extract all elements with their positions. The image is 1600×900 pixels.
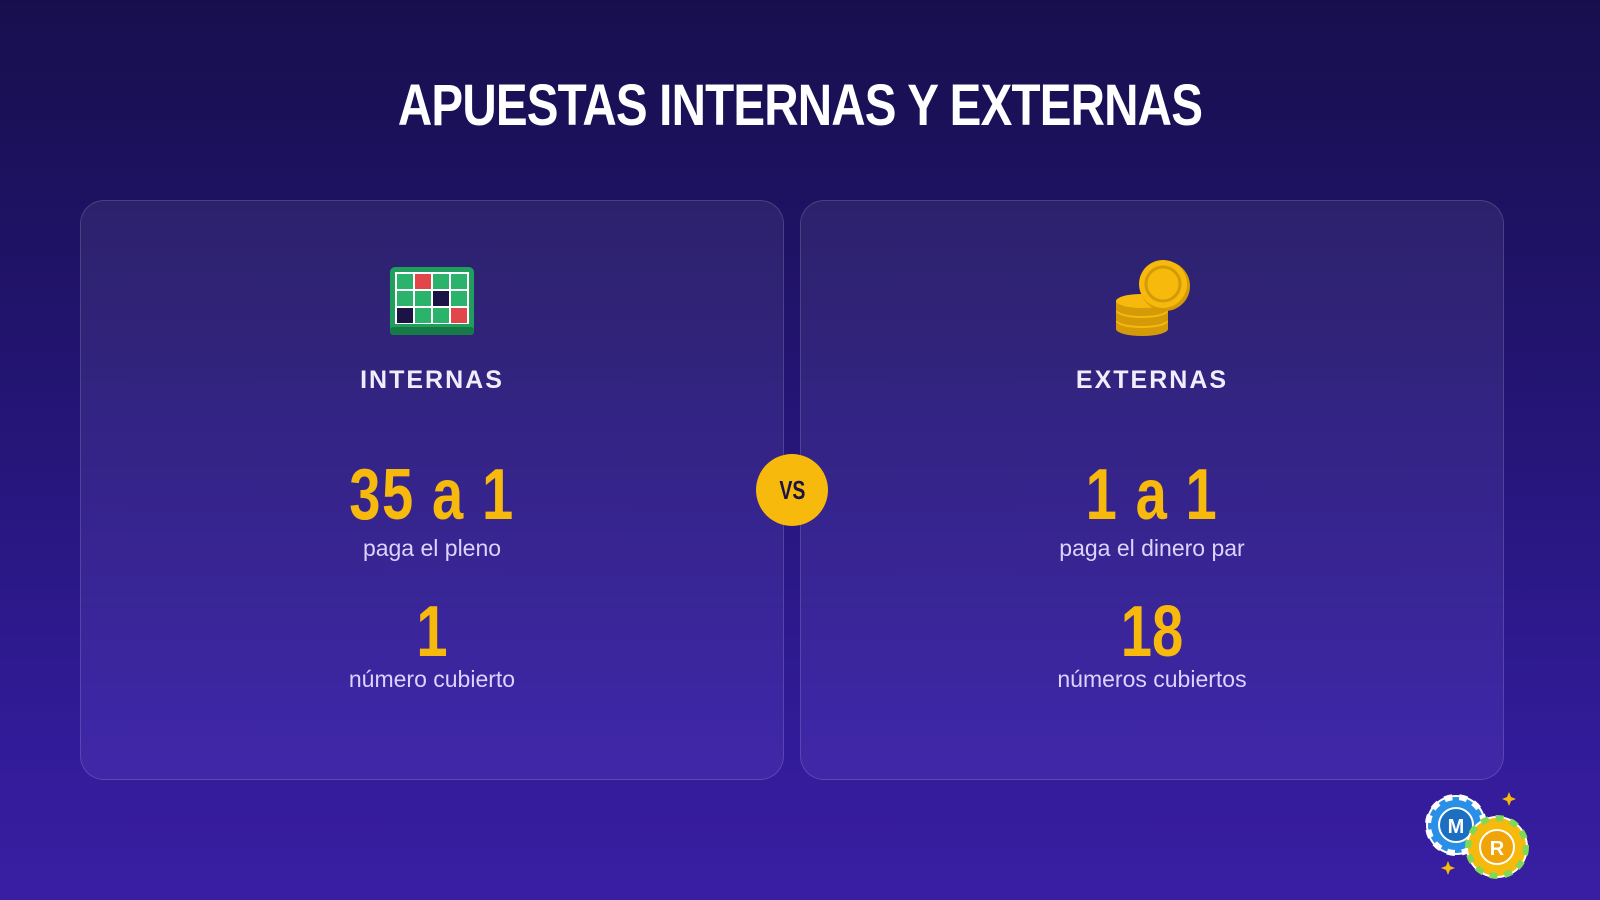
vs-label: VS — [778, 474, 806, 505]
externas-numbers-caption: números cubiertos — [1057, 666, 1247, 692]
internas-numbers-value: 1 — [416, 592, 448, 672]
roulette-table-icon — [81, 261, 783, 341]
vs-badge: VS — [756, 454, 828, 526]
logo-letter-m: M — [1448, 816, 1465, 838]
casino-chips-logo: M R — [1424, 792, 1534, 882]
externas-label: EXTERNAS — [1075, 366, 1229, 394]
internas-payout-caption: paga el pleno — [362, 535, 502, 561]
coin-stack-icon — [801, 260, 1503, 341]
internas-label: INTERNAS — [360, 366, 504, 394]
internas-card: INTERNAS 35 a 1 paga el pleno 1 número c… — [80, 200, 784, 780]
externas-payout-caption: paga el dinero par — [1059, 535, 1245, 561]
logo-letter-r: R — [1490, 838, 1505, 860]
page-title: APUESTAS INTERNAS Y EXTERNAS — [397, 73, 1203, 138]
externas-card: EXTERNAS 1 a 1 paga el dinero par 18 núm… — [800, 200, 1504, 780]
internas-numbers-caption: número cubierto — [348, 666, 516, 692]
internas-payout-value: 35 a 1 — [349, 455, 515, 535]
externas-numbers-value: 18 — [1120, 592, 1184, 672]
externas-payout-value: 1 a 1 — [1085, 455, 1219, 535]
